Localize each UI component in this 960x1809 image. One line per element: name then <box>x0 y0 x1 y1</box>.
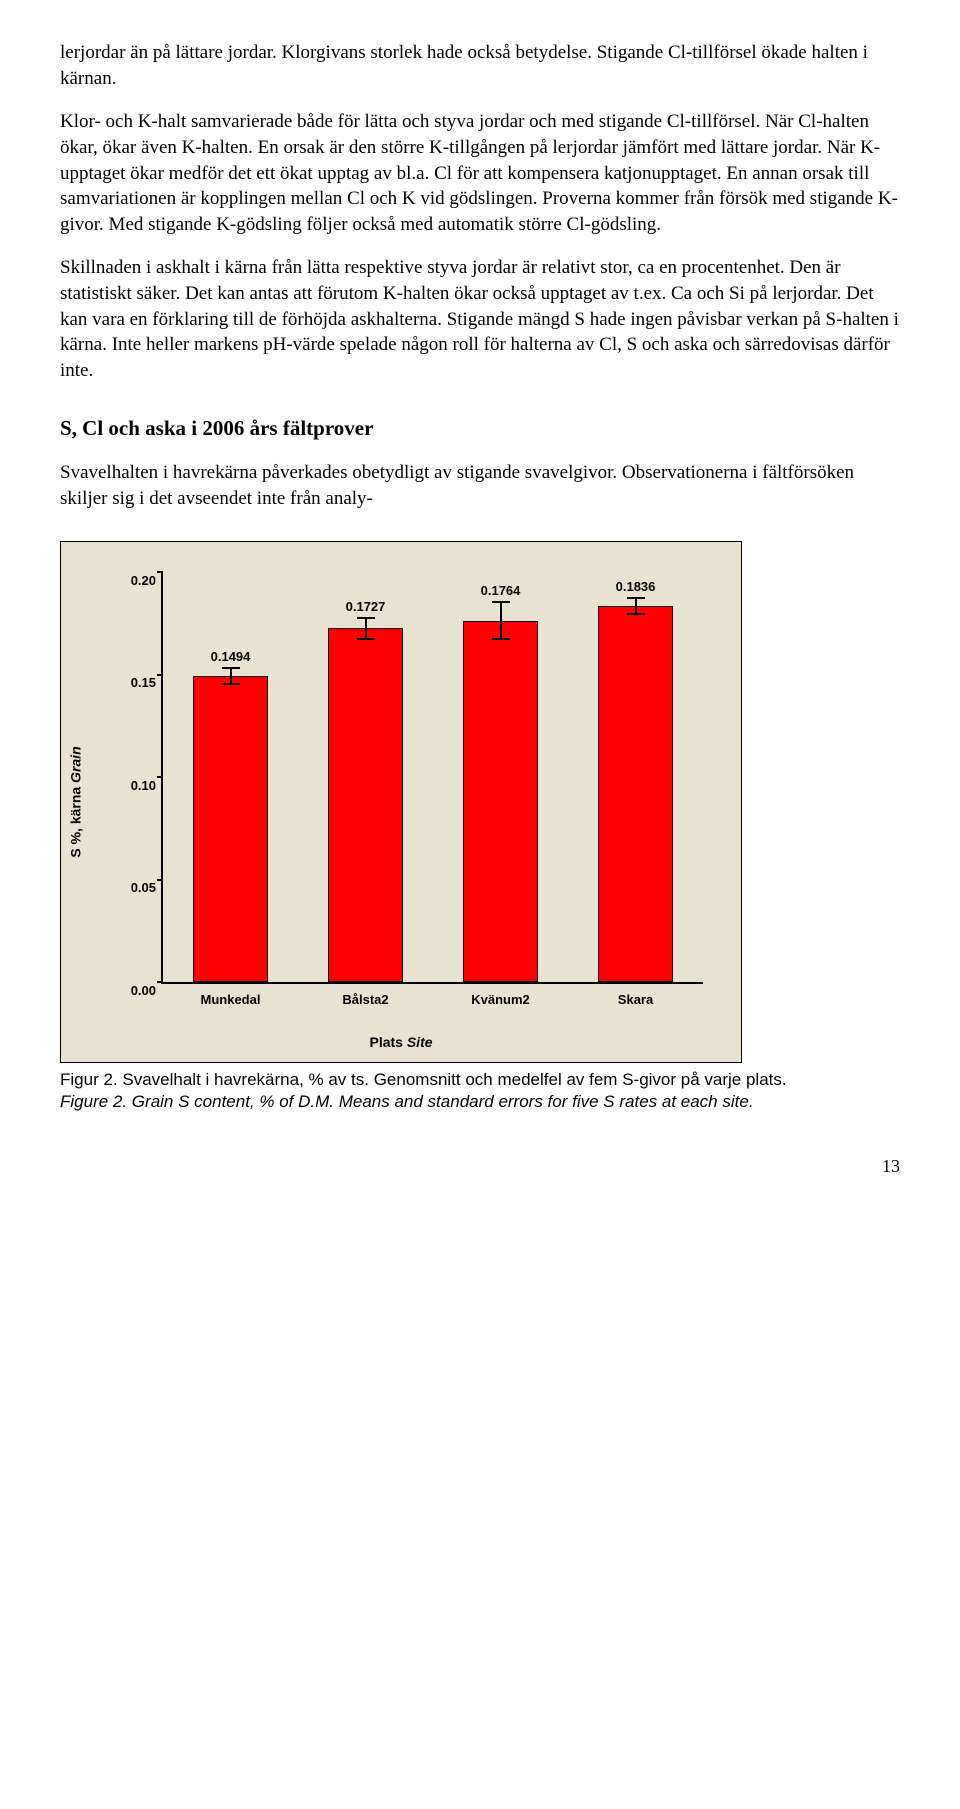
x-tick-label: Bålsta2 <box>342 991 388 1009</box>
page-number: 13 <box>60 1154 900 1178</box>
bar <box>598 606 672 982</box>
figure-2: 0.00 0.05 0.10 0.15 0.20 0.1494 Munkedal 0.1727… <box>60 541 900 1113</box>
paragraph-4: Svavelhalten i havrekärna påverkades obe… <box>60 460 900 511</box>
paragraph-1: lerjordar än på lättare jordar. Klorgiva… <box>60 40 900 91</box>
bar-value-label: 0.1764 <box>481 582 521 600</box>
bar-value-label: 0.1836 <box>616 578 656 596</box>
y-tick-label: 0.10 <box>108 777 156 795</box>
y-tick-label: 0.20 <box>108 572 156 590</box>
y-tick-label: 0.05 <box>108 879 156 897</box>
bar-value-label: 0.1494 <box>211 648 251 666</box>
y-tick-label: 0.00 <box>108 982 156 1000</box>
bar <box>328 628 402 982</box>
section-heading: S, Cl och aska i 2006 års fältprover <box>60 414 900 442</box>
plot-area: 0.000.050.100.150.200.1494Munkedal0.1727… <box>161 572 703 984</box>
x-tick-label: Skara <box>618 991 653 1009</box>
bar <box>193 676 267 982</box>
bar-value-label: 0.1727 <box>346 598 386 616</box>
x-axis-label: Plats Site <box>369 1033 432 1052</box>
paragraph-2: Klor- och K-halt samvarierade både för l… <box>60 109 900 237</box>
y-tick-label: 0.15 <box>108 674 156 692</box>
figure-caption: Figur 2. Svavelhalt i havrekärna, % av t… <box>60 1069 900 1113</box>
bar <box>463 621 537 983</box>
bar-chart: 0.00 0.05 0.10 0.15 0.20 0.1494 Munkedal 0.1727… <box>60 541 742 1063</box>
x-tick-label: Munkedal <box>201 991 261 1009</box>
x-tick-label: Kvänum2 <box>471 991 530 1009</box>
caption-en: Figure 2. Grain S content, % of D.M. Mea… <box>60 1091 900 1113</box>
paragraph-3: Skillnaden i askhalt i kärna från lätta … <box>60 255 900 383</box>
y-axis-label: S %, kärna Grain <box>67 747 86 858</box>
caption-sv: Figur 2. Svavelhalt i havrekärna, % av t… <box>60 1069 900 1091</box>
